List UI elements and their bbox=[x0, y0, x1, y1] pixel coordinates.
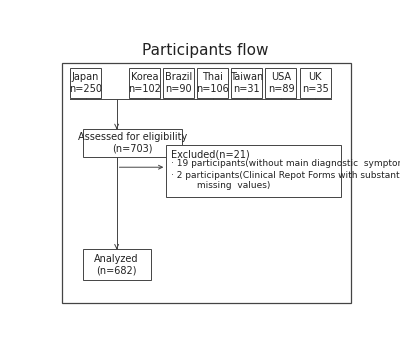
Text: · 2 participants(Clinical Repot Forms with substantial: · 2 participants(Clinical Repot Forms wi… bbox=[171, 171, 400, 180]
Text: UK
n=35: UK n=35 bbox=[302, 72, 328, 94]
Bar bbox=[163, 68, 194, 99]
Bar bbox=[82, 249, 151, 280]
Bar bbox=[129, 68, 160, 99]
Text: Analyzed
(n=682): Analyzed (n=682) bbox=[94, 254, 139, 276]
Text: Participants flow: Participants flow bbox=[142, 43, 268, 59]
Bar bbox=[300, 68, 330, 99]
Text: Thai
n=106: Thai n=106 bbox=[196, 72, 229, 94]
Text: Taiwan
n=31: Taiwan n=31 bbox=[230, 72, 264, 94]
Text: missing  values): missing values) bbox=[171, 181, 270, 190]
Text: Brazil
n=90: Brazil n=90 bbox=[165, 72, 192, 94]
Bar bbox=[197, 68, 228, 99]
Text: Excluded(n=21): Excluded(n=21) bbox=[171, 149, 250, 159]
Text: USA
n=89: USA n=89 bbox=[268, 72, 294, 94]
Bar bbox=[82, 129, 182, 157]
Text: Korea
n=102: Korea n=102 bbox=[128, 72, 161, 94]
Bar bbox=[70, 68, 101, 99]
Bar bbox=[266, 68, 296, 99]
Bar bbox=[231, 68, 262, 99]
Text: Assessed for eligibility
(n=703): Assessed for eligibility (n=703) bbox=[78, 132, 187, 154]
Bar bbox=[166, 144, 341, 197]
Text: · 19 participants(without main diagnostic  symptoms): · 19 participants(without main diagnosti… bbox=[171, 160, 400, 169]
Text: Japan
n=250: Japan n=250 bbox=[69, 72, 102, 94]
